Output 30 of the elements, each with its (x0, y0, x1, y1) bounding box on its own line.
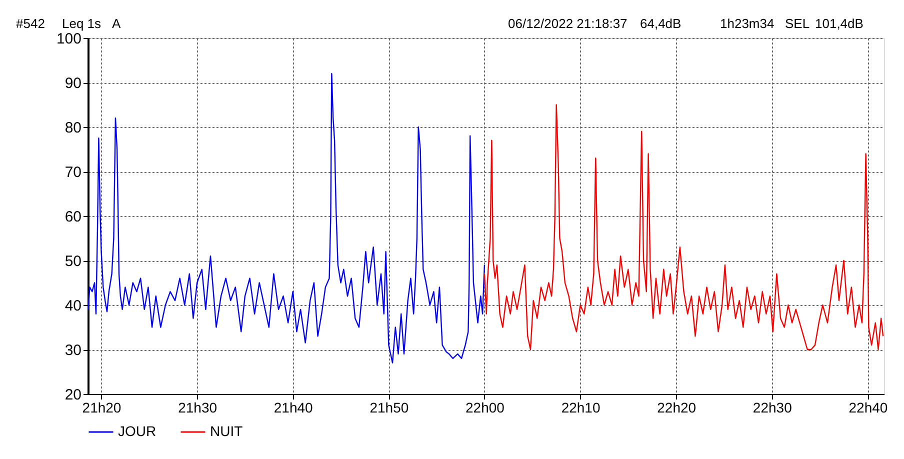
text: 101,4dB (815, 16, 864, 31)
y-tick-label: 20 (64, 386, 82, 404)
text: 64,4dB (640, 16, 682, 31)
x-tick-label: 22h30 (752, 400, 792, 416)
text: 06/12/2022 21:18:37 (508, 16, 628, 31)
x-tick-label: 21h40 (274, 400, 314, 416)
y-tick-label: 50 (64, 253, 82, 270)
text: Leq 1s (62, 16, 102, 31)
line-series (88, 73, 486, 364)
x-tick-label: 21h50 (370, 400, 409, 416)
y-tick-label: 80 (64, 120, 82, 136)
text: SEL (785, 16, 810, 31)
x-tick-label: 22h00 (466, 400, 505, 416)
legend-label: NUIT (210, 423, 244, 439)
y-tick-label: 100 (56, 30, 82, 48)
y-tick-label: 70 (64, 164, 82, 181)
x-tick-label: 21h20 (82, 400, 122, 416)
text: 1h23m34 (720, 16, 774, 31)
x-tick-label: 22h40 (848, 400, 888, 416)
x-tick-label: 22h20 (657, 400, 696, 416)
line-series (484, 104, 884, 350)
y-tick-label: 30 (64, 342, 82, 359)
text: A (112, 16, 121, 31)
y-tick-label: 40 (64, 298, 82, 314)
y-tick-label: 90 (64, 75, 82, 92)
legend-label: JOUR (118, 423, 156, 439)
x-tick-label: 21h30 (178, 400, 218, 416)
x-tick-label: 22h10 (561, 400, 600, 416)
text: #542 (16, 16, 45, 31)
y-tick-label: 60 (64, 208, 82, 226)
